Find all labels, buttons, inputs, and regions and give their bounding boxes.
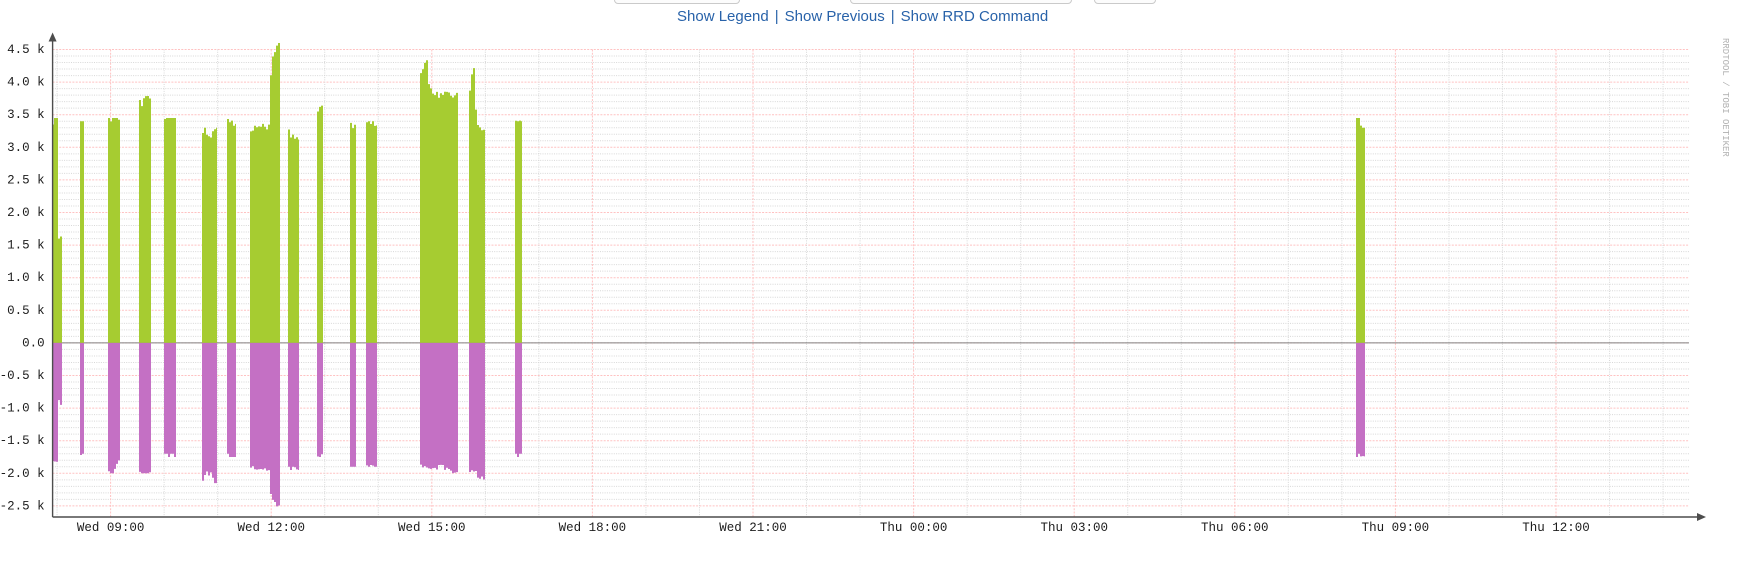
svg-text:RRDTOOL / TOBI OETIKER: RRDTOOL / TOBI OETIKER: [1720, 38, 1730, 157]
svg-text:Wed 12:00: Wed 12:00: [237, 521, 305, 535]
svg-text:-1.0 k: -1.0 k: [0, 402, 45, 416]
svg-text:-2.0 k: -2.0 k: [0, 467, 45, 481]
svg-text:2.0 k: 2.0 k: [7, 206, 45, 220]
svg-text:3.5 k: 3.5 k: [7, 108, 45, 122]
svg-text:Thu 06:00: Thu 06:00: [1201, 521, 1269, 535]
svg-text:-1.5 k: -1.5 k: [0, 434, 45, 448]
svg-text:1.5 k: 1.5 k: [7, 239, 45, 253]
svg-text:Thu 03:00: Thu 03:00: [1040, 521, 1108, 535]
svg-text:0.5 k: 0.5 k: [7, 304, 45, 318]
svg-text:Wed 09:00: Wed 09:00: [77, 521, 145, 535]
svg-text:-0.5 k: -0.5 k: [0, 369, 45, 383]
svg-text:Wed 21:00: Wed 21:00: [719, 521, 787, 535]
svg-text:4.0 k: 4.0 k: [7, 76, 45, 90]
svg-text:Thu 12:00: Thu 12:00: [1522, 521, 1590, 535]
svg-text:Thu 09:00: Thu 09:00: [1362, 521, 1430, 535]
svg-text:0.0: 0.0: [22, 336, 45, 350]
svg-text:3.0 k: 3.0 k: [7, 141, 45, 155]
svg-text:-2.5 k: -2.5 k: [0, 499, 45, 513]
svg-text:2.5 k: 2.5 k: [7, 173, 45, 187]
svg-text:Wed 15:00: Wed 15:00: [398, 521, 466, 535]
svg-text:1.0 k: 1.0 k: [7, 271, 45, 285]
svg-text:Thu 00:00: Thu 00:00: [880, 521, 948, 535]
svg-text:4.5 k: 4.5 k: [7, 43, 45, 57]
svg-text:Wed 18:00: Wed 18:00: [559, 521, 627, 535]
